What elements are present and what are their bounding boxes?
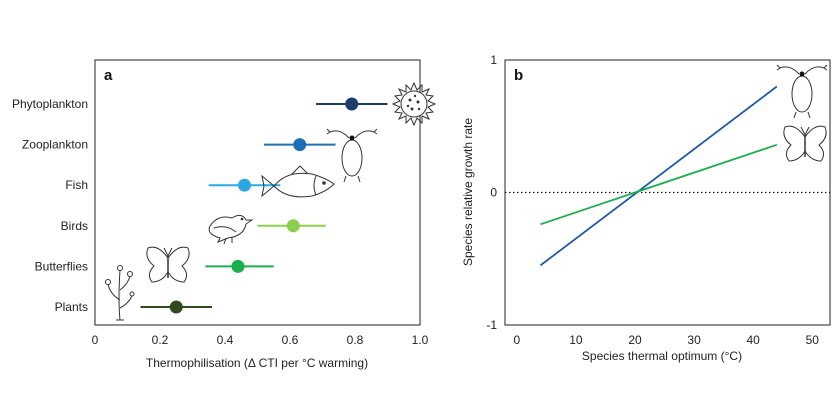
- x-tick-label: 0.6: [282, 333, 299, 347]
- data-point: [286, 219, 300, 233]
- series-line: [539, 85, 778, 267]
- x-tick-label: 50: [806, 333, 820, 347]
- zooplankton-icon: [326, 128, 378, 183]
- x-tick-label: 0.4: [217, 333, 234, 347]
- panel-a-category-labels: Phytoplankton Zooplankton Fish Birds Butterf…: [12, 97, 88, 314]
- x-tick-label: 0: [513, 333, 520, 347]
- butterfly-icon: [783, 125, 827, 162]
- fish-icon: [261, 165, 335, 198]
- panel-b-y-axis-title: Species relative growth rate: [461, 118, 475, 266]
- data-point: [238, 178, 251, 192]
- panel-a-letter: a: [104, 67, 113, 84]
- butterfly-icon: [146, 246, 190, 283]
- phytoplankton-icon: [391, 81, 437, 127]
- data-point: [293, 138, 307, 152]
- plant-icon: [105, 265, 135, 321]
- data-point: [345, 97, 359, 111]
- category-label: Phytoplankton: [12, 97, 88, 111]
- x-tick-label: 30: [687, 333, 701, 347]
- category-label: Birds: [61, 219, 88, 233]
- y-tick-label: -1: [486, 318, 497, 332]
- x-tick-label: 0.2: [152, 333, 169, 347]
- x-tick-label: 0: [92, 333, 99, 347]
- panel-b-series-lines: [539, 85, 778, 267]
- panel-a-frame: [94, 59, 421, 326]
- panel-a: a 0 0.2 0.4 0.6 0.8 1.0 Phytoplankton Zooplank…: [12, 59, 437, 370]
- data-point: [231, 259, 245, 273]
- series-line: [540, 143, 778, 226]
- zooplankton-icon: [776, 64, 828, 119]
- category-label: Zooplankton: [22, 138, 88, 152]
- x-tick-label: 40: [747, 333, 761, 347]
- y-tick-label: 0: [490, 186, 497, 200]
- data-point: [169, 300, 183, 314]
- panel-b-x-ticks: 0 10 20 30 40 50: [513, 333, 819, 347]
- panel-b-letter: b: [514, 67, 523, 84]
- panel-b-x-axis-title: Species thermal optimum (°C): [582, 349, 742, 363]
- x-tick-label: 10: [569, 333, 583, 347]
- panel-a-x-axis-title: Thermophilisation (Δ CTI per °C warming): [146, 356, 368, 370]
- x-tick-label: 20: [628, 333, 642, 347]
- x-tick-label: 1.0: [412, 333, 429, 347]
- y-tick-label: 1: [490, 53, 497, 67]
- panel-b-y-ticks: -1 0 1: [486, 53, 497, 332]
- category-label: Fish: [65, 178, 88, 192]
- bird-icon: [208, 214, 254, 245]
- category-label: Plants: [55, 300, 88, 314]
- panel-b: b 0 10 20 30 40 50 -1 0 1 Species thermal optim…: [461, 53, 831, 363]
- x-tick-label: 0.8: [347, 333, 364, 347]
- panel-a-marks: [140, 97, 388, 314]
- category-label: Butterflies: [35, 259, 88, 273]
- panel-a-x-ticks: 0 0.2 0.4 0.6 0.8 1.0: [92, 333, 429, 347]
